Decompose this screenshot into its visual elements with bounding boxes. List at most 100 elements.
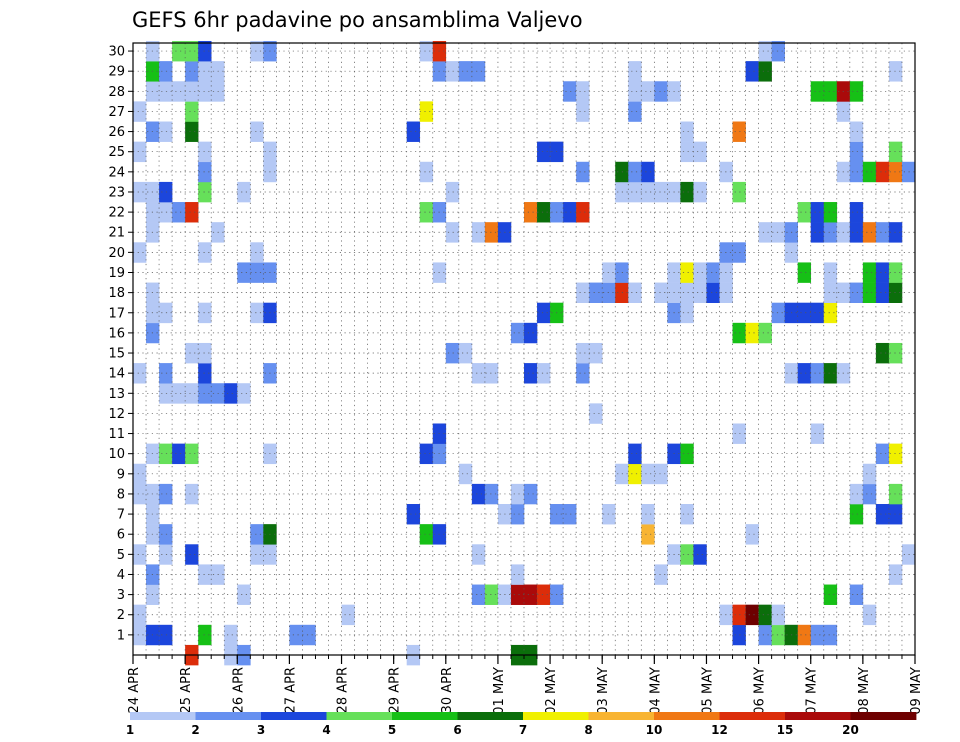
heatmap-cell	[159, 61, 173, 82]
heatmap-cell	[862, 282, 877, 303]
y-tick-label: 18	[108, 286, 125, 301]
heatmap-cell	[849, 504, 864, 525]
heatmap-cell	[810, 81, 825, 102]
heatmap-cell	[185, 544, 199, 565]
heatmap-cell	[641, 161, 655, 183]
heatmap-cell	[133, 544, 147, 565]
heatmap-cell	[823, 202, 838, 223]
heatmap-cell	[185, 383, 199, 404]
heatmap-cell	[589, 403, 603, 424]
heatmap-cell	[875, 161, 890, 183]
y-tick-label: 24	[108, 165, 125, 180]
heatmap-cell	[185, 40, 199, 62]
heatmap-cell	[185, 342, 199, 364]
heatmap-cell	[823, 262, 838, 283]
y-tick-label: 12	[108, 407, 125, 422]
heatmap-cell	[862, 161, 877, 183]
heatmap-cell	[185, 483, 199, 505]
heatmap-cell	[797, 302, 812, 324]
heatmap-cell	[641, 81, 655, 102]
heatmap-cell	[797, 202, 812, 223]
heatmap-cell	[810, 302, 825, 324]
heatmap-cell	[510, 504, 525, 525]
heatmap-cell	[758, 604, 772, 626]
heatmap-cell	[797, 262, 812, 283]
heatmap-cell	[172, 443, 186, 465]
y-tick-label: 16	[108, 326, 125, 341]
heatmap-cell	[693, 262, 707, 283]
heatmap-cell	[732, 181, 746, 203]
x-tick-label: 04 MAY	[648, 667, 663, 715]
heatmap-cell	[510, 322, 525, 344]
heatmap-cell	[654, 463, 668, 485]
x-tick-label: 06 MAY	[753, 667, 768, 715]
heatmap-cell	[159, 443, 173, 465]
heatmap-cell	[849, 483, 864, 505]
heatmap-cell	[680, 121, 694, 142]
heatmap-cell	[445, 61, 460, 82]
heatmap-cell	[406, 504, 421, 525]
heatmap-cell	[237, 383, 251, 404]
heatmap-cell	[680, 282, 694, 303]
heatmap-cell	[524, 584, 538, 605]
heatmap-cell	[198, 342, 212, 364]
heatmap-cell	[445, 342, 460, 364]
heatmap-cell	[576, 81, 590, 102]
x-tick-label: 27 APR	[283, 667, 298, 713]
x-tick-label: 07 MAY	[805, 667, 820, 715]
colorbar-segment	[195, 712, 262, 720]
heatmap-cell	[510, 584, 525, 605]
heatmap-cell	[875, 504, 890, 525]
y-tick-label: 7	[117, 508, 125, 523]
heatmap-cell	[758, 222, 772, 243]
heatmap-cell	[537, 363, 551, 384]
heatmap-cell	[250, 302, 264, 324]
heatmap-cell	[823, 302, 838, 324]
colorbar-segment	[654, 712, 720, 720]
heatmap-cell	[289, 624, 303, 646]
heatmap-cell	[224, 383, 238, 404]
x-tick-label: 30 APR	[440, 667, 455, 713]
heatmap-cell	[706, 282, 720, 303]
heatmap-cell	[875, 222, 890, 243]
heatmap-cell	[185, 443, 199, 465]
x-tick-label: 05 MAY	[700, 667, 715, 715]
heatmap-cell	[484, 584, 499, 605]
heatmap-cell	[159, 121, 173, 142]
heatmap-cell	[159, 81, 173, 102]
y-tick-label: 6	[117, 528, 125, 543]
heatmap-cell	[458, 342, 473, 364]
heatmap-cell	[484, 483, 499, 505]
heatmap-cell	[458, 463, 473, 485]
heatmap-cell	[510, 564, 525, 585]
heatmap-cell	[589, 342, 603, 364]
colorbar: 1 2 3 4 5 6 7 8 10 12 15 20	[126, 712, 917, 737]
heatmap-cell	[159, 524, 173, 545]
heatmap-cell	[732, 242, 746, 263]
y-tick-label: 23	[108, 185, 125, 200]
chart-title: GEFS 6hr padavine po ansamblima Valjevo	[132, 8, 583, 32]
heatmap-cell	[237, 584, 251, 605]
x-tick-label: 26 APR	[231, 667, 246, 713]
heatmap-cell	[237, 262, 251, 283]
x-tick-label: 09 MAY	[909, 667, 924, 715]
heatmap-cell	[159, 624, 173, 646]
heatmap-cell	[471, 483, 486, 505]
heatmap-cell	[419, 101, 434, 122]
heatmap-cell	[628, 443, 642, 465]
y-tick-label: 13	[108, 387, 125, 402]
x-tick-label: 28 APR	[336, 667, 351, 713]
heatmap-cell	[419, 443, 434, 465]
heatmap-cell	[862, 262, 877, 283]
colorbar-segment	[588, 712, 655, 720]
x-axis: 24 APR 25 APR 26 APR 27 APR 28 APR 29 APR 30 A…	[127, 655, 924, 715]
heatmap-cell	[680, 181, 694, 203]
colorbar-label: 4	[322, 723, 330, 737]
y-tick-label: 29	[108, 65, 125, 80]
x-tick-label: 02 MAY	[544, 667, 559, 715]
heatmap-cell	[849, 222, 864, 243]
heatmap-cell	[810, 624, 825, 646]
heatmap-cell	[576, 101, 590, 122]
colorbar-segment	[719, 712, 786, 720]
heatmap-cell	[680, 504, 694, 525]
